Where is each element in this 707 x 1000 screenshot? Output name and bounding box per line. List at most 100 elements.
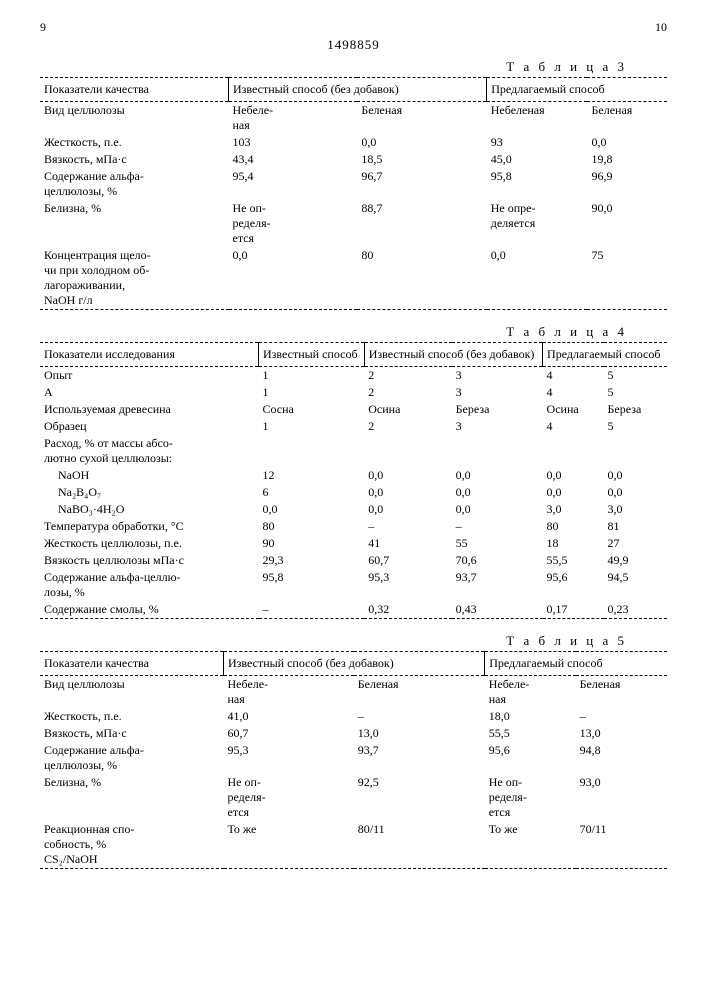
page-num-right: 10 (655, 20, 667, 35)
cell: 88,7 (357, 200, 486, 247)
cell: Содержание альфа-целлюлозы, % (40, 168, 229, 200)
table-row: Концентрация щело-чи при холодном об-лаг… (40, 247, 667, 310)
cell: 93 (487, 134, 588, 151)
t5-h1: Показатели качества (40, 652, 224, 676)
cell: Не оп-ределя-ется (229, 200, 358, 247)
cell: 43,4 (229, 151, 358, 168)
cell: Не оп-ределя-ется (485, 774, 576, 821)
cell: 90 (259, 535, 365, 552)
cell: 4 (543, 384, 604, 401)
cell: Образец (40, 418, 259, 435)
cell: Белизна, % (40, 200, 229, 247)
table-row: А12345 (40, 384, 667, 401)
cell: Используемая древесина (40, 401, 259, 418)
cell: Вид целлюлозы (40, 676, 224, 709)
cell: 96,9 (587, 168, 667, 200)
cell: Вязкость, мПа·с (40, 151, 229, 168)
cell: 13,0 (576, 725, 667, 742)
cell: Не оп-ределя-ется (224, 774, 354, 821)
cell: Беленая (576, 676, 667, 709)
cell: 96,7 (357, 168, 486, 200)
cell: 0,43 (452, 601, 543, 619)
table-row: Содержание альфа-целлюлозы, %95,393,795,… (40, 742, 667, 774)
t5-h3: Предлагаемый способ (485, 652, 667, 676)
cell: Небеле-ная (485, 676, 576, 709)
table3: Показатели качества Известный способ (бе… (40, 77, 667, 310)
cell: 93,7 (452, 569, 543, 601)
table-row: Опыт12345 (40, 367, 667, 385)
cell: 80/11 (354, 821, 485, 869)
t3-h3: Предлагаемый способ (487, 78, 667, 102)
cell: 5 (604, 418, 667, 435)
cell: NaBO₃·4H₂O (40, 501, 259, 518)
cell: То же (224, 821, 354, 869)
t3-h1: Показатели качества (40, 78, 229, 102)
cell: Жесткость, п.е. (40, 708, 224, 725)
table-row: NaOH120,00,00,00,0 (40, 467, 667, 484)
cell: 3,0 (604, 501, 667, 518)
cell: 0,0 (364, 484, 451, 501)
cell: 41,0 (224, 708, 354, 725)
cell: 2 (364, 367, 451, 385)
cell: 5 (604, 384, 667, 401)
cell: 4 (543, 418, 604, 435)
cell: 95,6 (543, 569, 604, 601)
cell: Опыт (40, 367, 259, 385)
cell: Береза (452, 401, 543, 418)
cell: Вид целлюлозы (40, 102, 229, 135)
cell: 0,0 (452, 501, 543, 518)
cell: 41 (364, 535, 451, 552)
cell: Реакционная спо-собность, %CS₂/NaOH (40, 821, 224, 869)
table-row: Вязкость, мПа·с60,713,055,513,0 (40, 725, 667, 742)
cell: 55,5 (485, 725, 576, 742)
cell: Сосна (259, 401, 365, 418)
table-row: Образец12345 (40, 418, 667, 435)
table-row: Жесткость целлюлозы, п.е.9041551827 (40, 535, 667, 552)
cell (543, 435, 604, 467)
cell: NaOH (40, 467, 259, 484)
table4: Показатели исследования Известный способ… (40, 342, 667, 619)
cell: Береза (604, 401, 667, 418)
cell: 75 (587, 247, 667, 310)
cell: 103 (229, 134, 358, 151)
cell: Вязкость, мПа·с (40, 725, 224, 742)
cell: Температура обработки, °С (40, 518, 259, 535)
table-row: Белизна, % Не оп-ределя-ется 88,7 Не опр… (40, 200, 667, 247)
cell (364, 435, 451, 467)
cell: Содержание смолы, % (40, 601, 259, 619)
cell: 18,5 (357, 151, 486, 168)
table-row: Используемая древесинаСоснаОсинаБерезаОс… (40, 401, 667, 418)
cell: 3,0 (543, 501, 604, 518)
cell: 0,0 (364, 501, 451, 518)
table-row: Жесткость, п.е. 103 0,0 93 0,0 (40, 134, 667, 151)
cell: 0,0 (259, 501, 365, 518)
cell (604, 435, 667, 467)
cell: 80 (357, 247, 486, 310)
cell: – (354, 708, 485, 725)
cell: 45,0 (487, 151, 588, 168)
cell: 1 (259, 418, 365, 435)
cell: Вязкость целлюлозы мПа·с (40, 552, 259, 569)
cell: Беленая (587, 102, 667, 135)
cell (259, 435, 365, 467)
page-num-left: 9 (40, 20, 46, 35)
table-row: Вязкость целлюлозы мПа·с29,360,770,655,5… (40, 552, 667, 569)
cell: 0,0 (452, 467, 543, 484)
cell: – (259, 601, 365, 619)
cell: 49,9 (604, 552, 667, 569)
cell: 6 (259, 484, 365, 501)
cell: 2 (364, 384, 451, 401)
t4-h1: Показатели исследования (40, 343, 259, 367)
table-row: Вид целлюлозыНебеле-наяБеленаяНебеле-ная… (40, 676, 667, 709)
cell: Беленая (354, 676, 485, 709)
cell: 93,0 (576, 774, 667, 821)
cell: 0,0 (357, 134, 486, 151)
table-row: Вязкость, мПа·с 43,4 18,5 45,0 19,8 (40, 151, 667, 168)
cell: 1 (259, 367, 365, 385)
cell (452, 435, 543, 467)
cell: 0,0 (587, 134, 667, 151)
cell: Осина (364, 401, 451, 418)
cell: Концентрация щело-чи при холодном об-лаг… (40, 247, 229, 310)
cell: Жесткость, п.е. (40, 134, 229, 151)
cell: 5 (604, 367, 667, 385)
